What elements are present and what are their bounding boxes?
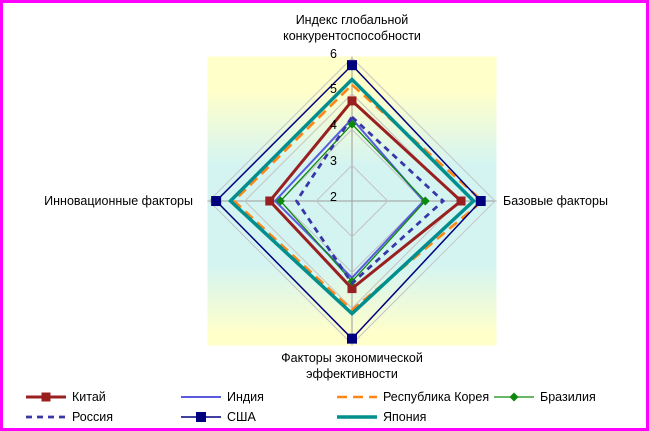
gridline-level-3 <box>315 164 389 238</box>
axis-label-gci: Индекс глобальной конкурентоспособности <box>283 13 421 43</box>
tick-label-4: 4 <box>330 118 337 132</box>
axis-label-basic-factors: Базовые факторы <box>503 194 608 208</box>
series-marker-usa-0 <box>347 60 357 71</box>
tick-label-2: 2 <box>330 189 337 204</box>
axis-label-efficiency-factors: Факторы экономической эффективности <box>281 351 423 381</box>
radar-series <box>211 60 486 344</box>
series-line-korea <box>232 83 485 312</box>
gridline-level-4 <box>279 128 425 274</box>
series-marker-brazil-3 <box>276 196 285 206</box>
series-marker-china-0 <box>347 96 357 106</box>
series-marker-china-2 <box>347 284 357 294</box>
axis-label-innovation-factors: Инновационные факторы <box>44 194 193 208</box>
series-line-japan <box>227 76 477 316</box>
series-marker-usa-3 <box>211 196 222 206</box>
tick-label-6: 6 <box>330 46 337 61</box>
series-marker-china-3 <box>265 196 275 206</box>
tick-label-5: 5 <box>330 82 337 97</box>
radar-chart-canvas <box>207 56 497 346</box>
series-marker-usa-1 <box>475 196 486 206</box>
series-marker-china-1 <box>456 196 466 206</box>
gridline-level-6 <box>208 57 496 345</box>
series-marker-brazil-1 <box>420 196 430 206</box>
series-line-russia <box>294 114 446 286</box>
series-marker-usa-2 <box>347 333 357 344</box>
tick-label-3: 3 <box>330 153 337 168</box>
